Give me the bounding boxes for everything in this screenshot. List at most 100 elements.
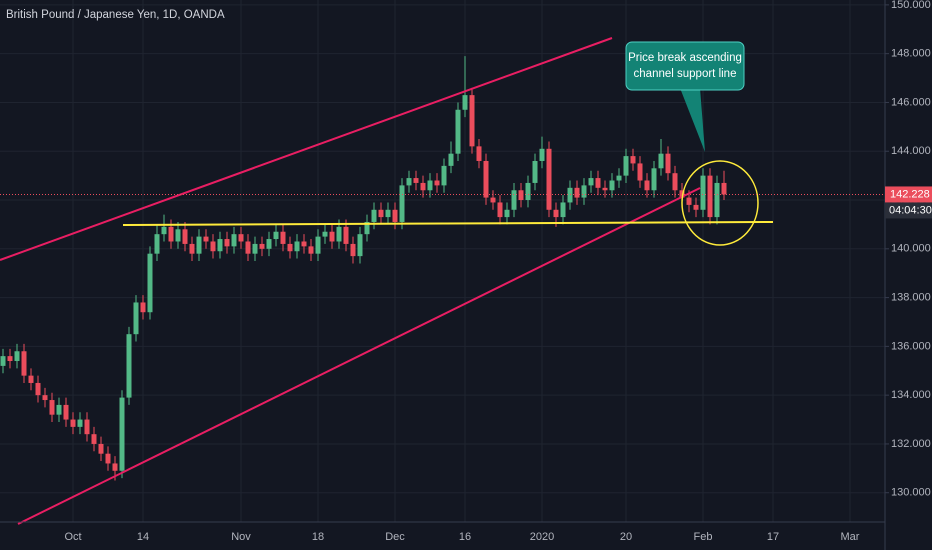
x-tick-label: 16 [459, 531, 471, 543]
candle-body [686, 197, 692, 205]
candle-body [378, 209, 384, 218]
candle-body [392, 209, 398, 222]
candle-body [252, 243, 258, 254]
candle-body [455, 109, 461, 154]
candle-body [539, 148, 545, 161]
y-tick-label: 132.000 [891, 438, 931, 450]
candle-body [140, 302, 146, 313]
candle-body [448, 153, 454, 166]
candle-body [721, 182, 727, 195]
channel-lower-line [17, 187, 701, 525]
y-tick-label: 134.000 [891, 389, 931, 401]
candle-body [420, 182, 426, 191]
candle-body [231, 234, 237, 247]
candle-body [343, 226, 349, 244]
y-tick-label: 138.000 [891, 291, 931, 303]
candle-body [70, 419, 76, 427]
candle-body [637, 163, 643, 181]
candle-body [224, 239, 230, 247]
candle-body [91, 434, 97, 444]
x-tick-label: Feb [694, 531, 713, 543]
candle-body [182, 229, 188, 244]
candle-body [203, 236, 209, 242]
candle-body [476, 146, 482, 161]
candle-body [462, 95, 468, 110]
candle-body [595, 178, 601, 188]
candle-body [665, 153, 671, 174]
callout-text: channel support line [634, 68, 737, 80]
candle-body [616, 175, 622, 181]
candle-body [700, 175, 706, 210]
candle-body [658, 153, 664, 169]
y-tick-label: 150.000 [891, 0, 931, 11]
y-tick-label: 140.000 [891, 243, 931, 255]
candle-body [525, 182, 531, 201]
candle-body [28, 375, 34, 383]
candle-body [42, 395, 48, 401]
candle-body [651, 168, 657, 191]
candle-body [98, 443, 104, 454]
candle-body [329, 231, 335, 242]
candle-body [385, 209, 391, 218]
candle-body [301, 241, 307, 247]
candle-body [357, 234, 363, 257]
candle-body [546, 148, 552, 210]
last-price-box [885, 186, 932, 203]
x-tick-label: Dec [385, 531, 405, 543]
candle-body [644, 180, 650, 191]
x-tick-label: 20 [620, 531, 632, 543]
candle-body [707, 175, 713, 218]
candle-body [238, 234, 244, 242]
candle-body [371, 209, 377, 222]
callout-pointer [680, 88, 705, 152]
countdown-box [885, 202, 932, 219]
y-tick-label: 130.000 [891, 487, 931, 499]
candle-body [168, 226, 174, 242]
candle-body [574, 187, 580, 198]
candle-body [35, 382, 41, 396]
candle-body [427, 180, 433, 191]
candle-body [14, 351, 20, 362]
candle-body [133, 302, 139, 335]
candle-body [581, 185, 587, 198]
grid-layer [0, 0, 885, 522]
candle-body [196, 236, 202, 254]
candle-body [336, 226, 342, 242]
x-tick-label: 2020 [530, 531, 554, 543]
highlight-circle [681, 160, 759, 246]
candle-body [84, 419, 90, 435]
x-tick-label: 18 [312, 531, 324, 543]
callout-box [625, 41, 745, 91]
candle-body [399, 185, 405, 222]
candle-body [273, 231, 279, 240]
candle-body [630, 156, 636, 164]
y-tick-label: 136.000 [891, 340, 931, 352]
candle-body [0, 356, 6, 366]
candle-body [112, 463, 118, 471]
callout-text: Price break ascending [628, 52, 742, 64]
x-tick-label: Oct [64, 531, 81, 543]
candle-body [469, 95, 475, 147]
candle-body [553, 209, 559, 218]
candle-body [602, 187, 608, 191]
countdown-label: 04:04:30 [889, 204, 932, 216]
candle-body [308, 246, 314, 254]
candle-body [679, 190, 685, 198]
candle-body [56, 404, 62, 415]
candle-body [490, 197, 496, 203]
candle-body [77, 419, 83, 427]
candle-body [560, 202, 566, 218]
candle-body [532, 160, 538, 183]
candle-body [266, 239, 272, 249]
candle-body [588, 178, 594, 186]
candle-body [511, 190, 517, 210]
candle-body [434, 180, 440, 186]
y-tick-label: 148.000 [891, 48, 931, 60]
candle-body [7, 356, 13, 362]
x-tick-label: 14 [137, 531, 149, 543]
x-tick-label: 17 [767, 531, 779, 543]
candle-body [259, 243, 265, 249]
